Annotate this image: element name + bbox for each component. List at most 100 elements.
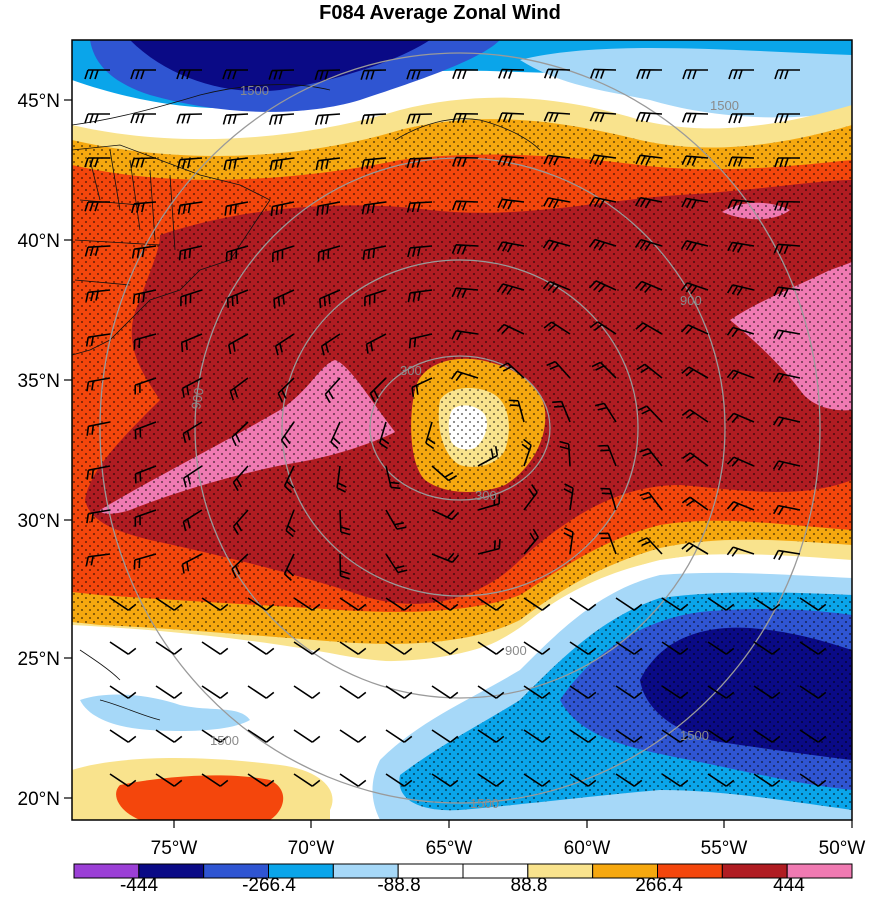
wind-barb [339, 773, 367, 787]
wind-barb [727, 199, 755, 210]
lat-label: 45°N [18, 91, 60, 112]
wind-barb [109, 729, 137, 743]
wind-barb [753, 685, 781, 699]
wind-barb [594, 402, 617, 423]
wind-barb [707, 773, 735, 787]
wind-barb [774, 157, 800, 168]
wind-barb [84, 201, 111, 212]
wind-barb [134, 509, 157, 527]
wind-barb [451, 287, 479, 299]
wind-barb [523, 685, 551, 699]
colorbar-label: -88.8 [377, 875, 420, 896]
wind-barb [615, 685, 643, 699]
wind-barb [316, 201, 341, 216]
axis-ticks [64, 99, 853, 828]
wind-barb [272, 245, 295, 263]
wind-barb [155, 641, 183, 655]
wind-barb [569, 685, 597, 699]
wind-barb [477, 494, 501, 511]
wind-barb [330, 421, 341, 450]
lon-label: 70°W [288, 838, 335, 859]
north-navy-region [130, 40, 430, 92]
wind-barb [361, 157, 387, 170]
wind-barb [682, 452, 709, 467]
wind-barb [109, 641, 137, 655]
colorbar-label: 444 [773, 875, 805, 896]
wind-barb [224, 201, 249, 216]
wind-barb [283, 465, 295, 494]
colorbar [73, 863, 853, 879]
wind-barb [314, 69, 341, 81]
wind-barb [588, 280, 617, 293]
wind-barb [86, 421, 111, 436]
wind-barb [201, 685, 229, 699]
wind-barb [598, 532, 617, 555]
wind-barb [228, 333, 249, 355]
wind-barb [268, 69, 295, 80]
wind-barb [639, 447, 663, 467]
wind-barb [635, 196, 663, 209]
wind-barb [176, 113, 203, 124]
wind-barb [178, 245, 203, 261]
wind-barb [681, 542, 709, 555]
wind-barb [131, 201, 157, 214]
wind-barb [231, 553, 249, 579]
wind-barb [406, 157, 433, 169]
stipple-south-overlay [399, 592, 852, 811]
wind-barb [293, 641, 321, 655]
wind-barb [406, 201, 433, 213]
wind-barb [726, 284, 755, 296]
wind-barb [385, 773, 413, 787]
ring-label: 900 [188, 387, 207, 411]
wind-barb [201, 597, 229, 611]
wind-barb [385, 729, 413, 743]
wind-barb [563, 483, 574, 511]
wind-barb [635, 111, 663, 123]
wind-barb [84, 245, 111, 257]
colorbar-swatch [786, 863, 853, 879]
wind-barb [232, 465, 249, 492]
wind-barb [499, 362, 525, 379]
wind-barb [132, 289, 157, 305]
lat-label: 35°N [18, 371, 60, 392]
wind-barb [496, 283, 525, 295]
wind-barb [407, 245, 433, 258]
wind-barb [431, 509, 460, 521]
map-title: F084 Average Zonal Wind [319, 2, 561, 24]
wind-barb [247, 729, 275, 743]
wind-barb [498, 68, 525, 79]
wind-barb [431, 465, 458, 482]
wind-barb [320, 333, 341, 356]
wind-barb [634, 238, 663, 251]
wind-barb [753, 773, 781, 787]
wind-barb [361, 201, 387, 215]
wind-barb [385, 553, 408, 574]
wind-barb [385, 641, 413, 655]
wind-barb [232, 509, 249, 536]
wind-barb [293, 685, 321, 699]
wind-barb [406, 69, 433, 80]
wind-barb [681, 366, 709, 379]
wind-barbs [84, 68, 827, 787]
wind-barb [223, 157, 249, 171]
wind-barb [86, 465, 111, 480]
wind-barb [378, 421, 390, 450]
north-light-blue-region [520, 48, 852, 118]
lon-label: 60°W [564, 838, 611, 859]
wind-barb [365, 333, 387, 354]
wind-barb [477, 597, 505, 611]
wind-barb [451, 330, 479, 341]
wind-barb [773, 243, 801, 255]
wind-barb [293, 773, 321, 787]
wind-barb [201, 773, 229, 787]
wind-barb [231, 421, 249, 447]
wind-barb [339, 597, 367, 611]
wind-barb [109, 597, 137, 611]
lon-label: 50°W [819, 838, 866, 859]
wind-barb [773, 329, 801, 340]
wind-barb [543, 68, 571, 79]
wind-barb [177, 157, 203, 170]
wind-barb [637, 405, 663, 423]
wind-barb [274, 333, 295, 356]
wind-barb [773, 504, 801, 516]
